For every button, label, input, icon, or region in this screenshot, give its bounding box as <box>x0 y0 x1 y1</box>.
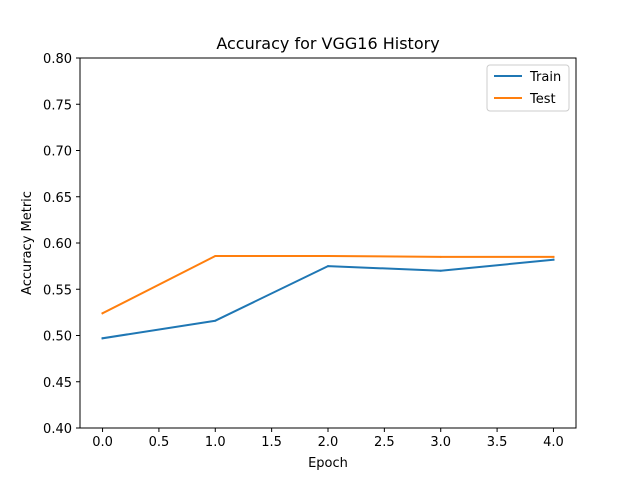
y-tick-label: 0.55 <box>43 283 72 298</box>
legend: Train Test <box>486 64 570 112</box>
x-tick-label: 2.0 <box>318 435 339 450</box>
data-point-train <box>439 269 442 272</box>
legend-train-label: Train <box>529 70 561 85</box>
legend-test-label: Test <box>529 92 556 107</box>
y-tick-label: 0.75 <box>43 98 72 113</box>
x-tick-label: 3.0 <box>430 435 451 450</box>
plot-frame <box>79 57 577 429</box>
x-tick-label: 4.0 <box>543 435 564 450</box>
y-tick-label: 0.70 <box>43 145 72 160</box>
series-lines <box>101 254 555 340</box>
data-point-train <box>101 337 104 340</box>
y-tick-label: 0.40 <box>43 422 72 437</box>
data-point-test <box>101 312 104 315</box>
x-tick-label: 1.0 <box>205 435 226 450</box>
data-point-test <box>327 254 329 257</box>
chart-title: Accuracy for VGG16 History <box>216 34 439 53</box>
y-tick-label: 0.80 <box>43 52 72 67</box>
data-point-test <box>552 255 555 258</box>
data-point-train <box>327 265 329 268</box>
x-tick-label: 0.5 <box>149 435 170 450</box>
data-point-train <box>214 319 217 322</box>
data-point-test <box>214 254 217 257</box>
x-tick-label: 1.5 <box>261 435 282 450</box>
x-tick-label: 0.0 <box>92 435 113 450</box>
y-axis-label: Accuracy Metric <box>20 191 35 295</box>
y-tick-label: 0.45 <box>43 376 72 391</box>
x-tick-label: 3.5 <box>487 435 508 450</box>
y-tick-label: 0.65 <box>43 191 72 206</box>
data-point-test <box>439 255 442 258</box>
x-tick-label: 2.5 <box>374 435 395 450</box>
data-point-train <box>552 258 555 261</box>
y-tick-label: 0.50 <box>43 330 72 345</box>
x-axis-label: Epoch <box>308 456 348 471</box>
axis-ticks: 0.0 0.5 1.0 1.5 2.0 2.5 3.0 3.5 4.0 0.40 0.45 0.50 0… <box>43 52 564 450</box>
y-tick-label: 0.60 <box>43 237 72 252</box>
